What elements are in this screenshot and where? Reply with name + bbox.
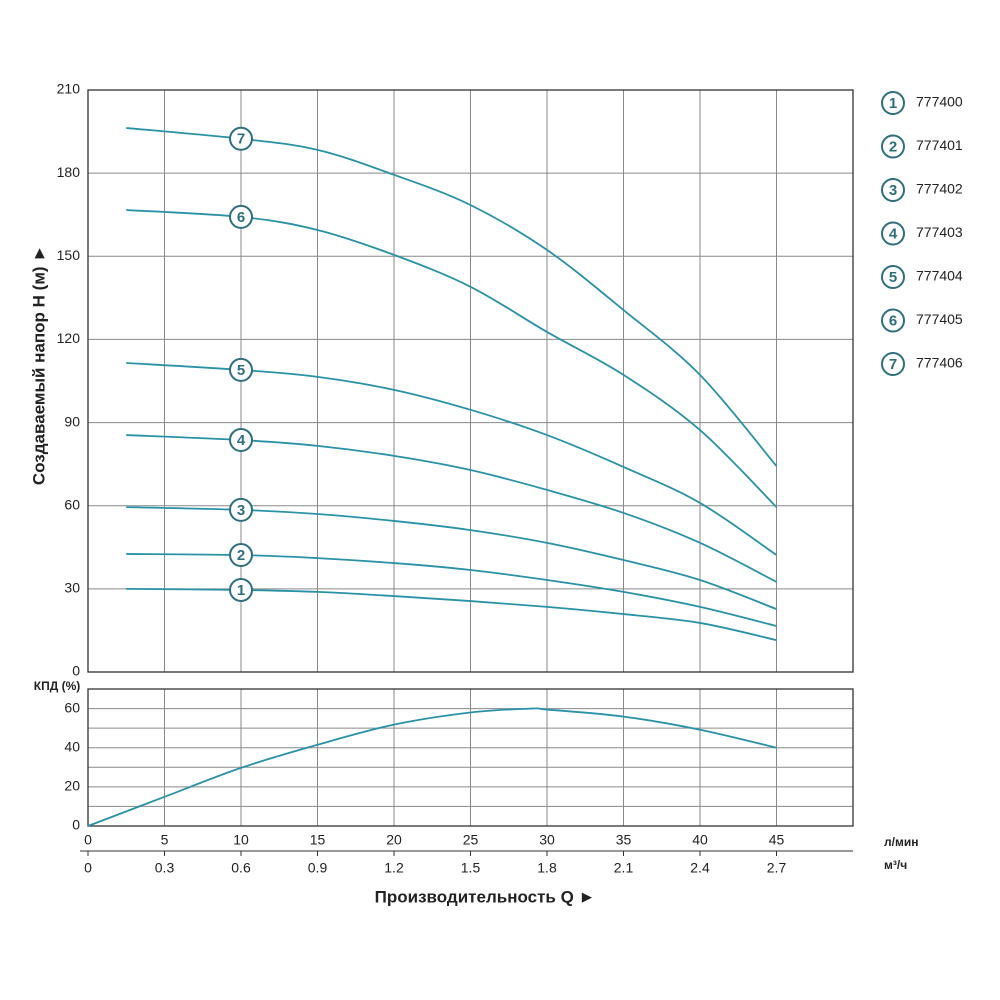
legend-circle [881, 221, 905, 246]
curve-marker: 7 [229, 126, 253, 151]
plot-frame [87, 89, 854, 673]
x-tick-label: 5 [161, 832, 169, 848]
legend-label: 777402 [916, 181, 963, 197]
marker-label: 4 [237, 432, 246, 449]
curve-marker: 1 [229, 577, 253, 602]
y-tick-label: 0 [72, 817, 80, 833]
curve [126, 127, 778, 467]
curve [126, 362, 778, 556]
curve [126, 506, 777, 610]
x2-unit: м³/ч [884, 858, 907, 872]
legend-number: 1 [889, 95, 897, 112]
legend-number: 5 [889, 269, 897, 286]
y-tick-label: 210 [57, 81, 81, 97]
legend-circle [881, 265, 905, 289]
legend-label: 777405 [916, 311, 963, 327]
marker-label: 2 [237, 547, 245, 564]
x2-tick-label: 0.9 [308, 860, 328, 876]
marker-label: 5 [237, 362, 245, 379]
marker-circle [229, 204, 253, 229]
x2-tick-label: 1.5 [461, 860, 481, 876]
x-tick-label: 0 [84, 832, 92, 848]
x2-tick-label: 0.3 [155, 860, 175, 876]
y-tick-label: 120 [57, 330, 81, 346]
y-axis-title: Создаваемый напор H (м) ► [29, 245, 48, 485]
curve [126, 209, 778, 508]
curve [87, 707, 777, 827]
marker-circle [229, 126, 253, 151]
x2-tick-label: 1.2 [384, 860, 404, 876]
x-tick-label: 30 [539, 832, 555, 848]
x2-tick-label: 2.7 [767, 860, 787, 876]
y-tick-label: 20 [64, 778, 80, 794]
curve-marker: 4 [229, 428, 253, 453]
marker-circle [229, 357, 253, 382]
legend-label: 777404 [916, 268, 963, 284]
legend-label: 777400 [916, 94, 963, 110]
y-tick-label: 90 [64, 413, 80, 429]
x-tick-label: 20 [386, 832, 402, 848]
x-tick-label: 15 [310, 832, 326, 848]
curve [126, 434, 777, 583]
legend-circle [881, 178, 905, 202]
x-axis-title: Производительность Q ► [375, 887, 596, 906]
legend-number: 7 [889, 356, 897, 373]
x-tick-label: 25 [463, 832, 479, 848]
y-tick-label: 0 [72, 663, 80, 679]
y-tick-label: 30 [64, 580, 80, 596]
x2-tick-label: 1.8 [537, 860, 557, 876]
x2-tick-label: 2.1 [614, 860, 634, 876]
legend-circle [881, 308, 905, 333]
legend-number: 2 [889, 138, 897, 155]
marker-label: 7 [237, 131, 245, 148]
legend-label: 777406 [916, 355, 963, 371]
x-tick-label: 40 [692, 832, 708, 848]
legend-label: 777401 [916, 137, 963, 153]
marker-label: 3 [237, 502, 245, 519]
y-tick-label: 40 [64, 738, 80, 754]
curve-marker: 3 [229, 497, 253, 522]
legend-circle [881, 91, 905, 115]
y-tick-label: 60 [64, 699, 80, 715]
marker-circle [229, 577, 253, 602]
x-tick-label: 35 [616, 832, 632, 848]
x2-tick-label: 0 [84, 860, 92, 876]
x-tick-label: 45 [769, 832, 785, 848]
curve-marker: 2 [229, 543, 253, 568]
x-unit: л/мин [884, 835, 918, 849]
y-tick-label: 150 [57, 247, 81, 263]
x2-tick-label: 0.6 [231, 860, 251, 876]
marker-circle [229, 543, 253, 568]
legend-number: 3 [889, 182, 897, 199]
x-tick-label: 10 [233, 832, 249, 848]
legend-circle [881, 134, 905, 159]
legend-number: 6 [889, 312, 897, 329]
plot-frame [87, 688, 854, 827]
curve-marker: 6 [229, 204, 253, 229]
marker-circle [229, 497, 253, 522]
curve [126, 587, 777, 642]
legend-label: 777403 [916, 224, 963, 240]
y-tick-label: 180 [57, 164, 81, 180]
marker-label: 6 [237, 209, 245, 226]
legend-circle [881, 352, 905, 376]
curve-marker: 5 [229, 357, 253, 382]
marker-circle [229, 428, 253, 453]
y-tick-label: 60 [64, 496, 80, 512]
y-axis-title: КПД (%) [34, 679, 81, 693]
marker-label: 1 [237, 582, 245, 599]
x2-tick-label: 2.4 [690, 860, 710, 876]
legend-number: 4 [889, 225, 898, 242]
